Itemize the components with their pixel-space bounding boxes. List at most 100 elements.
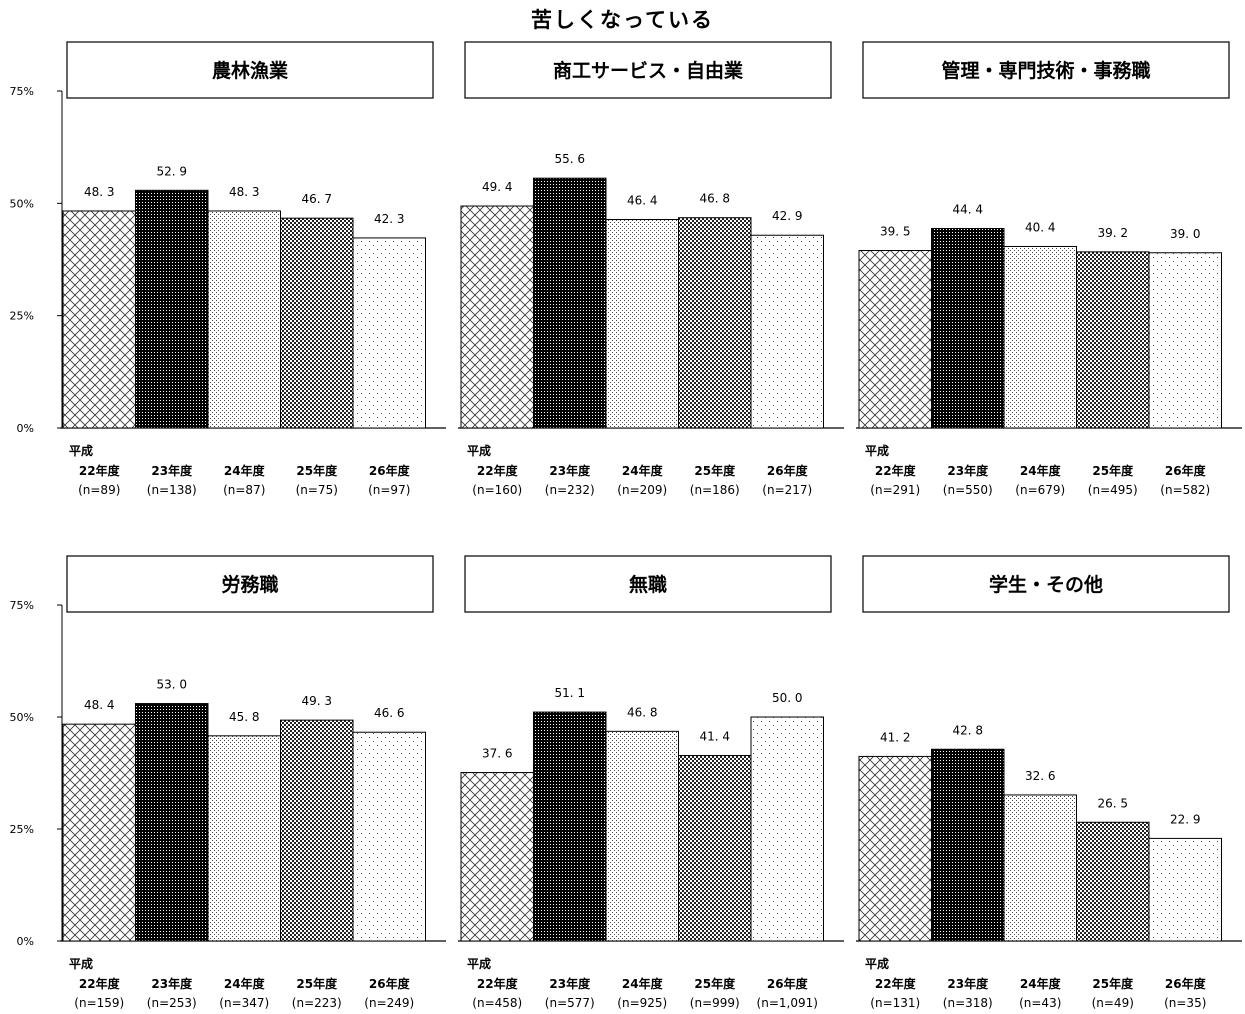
chart-panel-4: 無職 37. 6 22年度 (n=458) 51. 1 23年度 (n=577) 46. 8 2… bbox=[458, 555, 844, 1010]
panel-title-box bbox=[862, 41, 1230, 99]
x-n-label: (n=35) bbox=[1164, 996, 1206, 1010]
x-tick-label: 24年度 bbox=[1020, 976, 1062, 991]
y-tick-label: 25% bbox=[10, 823, 34, 836]
x-n-label: (n=209) bbox=[617, 483, 667, 497]
bar-value-label: 52. 9 bbox=[156, 164, 187, 178]
bar-value-label: 51. 1 bbox=[554, 686, 585, 700]
bar bbox=[750, 234, 824, 429]
y-tick-label: 0% bbox=[17, 935, 34, 948]
x-tick-label: 24年度 bbox=[224, 976, 266, 991]
bar-value-label: 42. 8 bbox=[952, 723, 983, 737]
x-tick-label: 23年度 bbox=[549, 463, 591, 478]
panel-title-box bbox=[66, 555, 434, 613]
chart-panel-5: 学生・その他 41. 2 22年度 (n=131) 42. 8 23年度 (n=318) 32… bbox=[856, 555, 1242, 1010]
x-tick-label: 26年度 bbox=[1165, 976, 1207, 991]
x-n-label: (n=582) bbox=[1160, 483, 1210, 497]
bar bbox=[931, 748, 1005, 942]
x-tick-label: 22年度 bbox=[875, 976, 917, 991]
panel-title: 農林漁業 bbox=[212, 59, 289, 82]
x-n-label: (n=1,091) bbox=[757, 996, 818, 1010]
bar-value-label: 48. 4 bbox=[84, 698, 115, 712]
bar-value-label: 41. 4 bbox=[699, 730, 730, 744]
x-tick-label: 24年度 bbox=[622, 976, 664, 991]
x-tick-label: 24年度 bbox=[622, 463, 664, 478]
bar-value-label: 37. 6 bbox=[482, 747, 513, 761]
bar bbox=[678, 217, 752, 429]
x-n-label: (n=223) bbox=[292, 996, 342, 1010]
bar-value-label: 41. 2 bbox=[880, 730, 911, 744]
bar bbox=[352, 237, 426, 429]
x-prefix-label: 平成 bbox=[467, 956, 491, 971]
x-tick-label: 26年度 bbox=[369, 976, 411, 991]
x-n-label: (n=97) bbox=[368, 483, 410, 497]
x-tick-label: 25年度 bbox=[694, 976, 736, 991]
panel-title: 管理・専門技術・事務職 bbox=[941, 59, 1150, 82]
bar bbox=[1148, 837, 1222, 942]
x-n-label: (n=131) bbox=[870, 996, 920, 1010]
bar bbox=[1003, 794, 1077, 942]
bar bbox=[352, 731, 426, 942]
x-prefix-label: 平成 bbox=[69, 956, 93, 971]
x-n-label: (n=186) bbox=[690, 483, 740, 497]
chart-main-title: 苦しくなっている bbox=[531, 8, 714, 32]
x-n-label: (n=291) bbox=[870, 483, 920, 497]
bar bbox=[280, 217, 354, 429]
bar bbox=[533, 711, 607, 942]
x-n-label: (n=89) bbox=[78, 483, 120, 497]
bar bbox=[1076, 251, 1150, 429]
y-tick-label: 50% bbox=[10, 711, 34, 724]
x-tick-label: 26年度 bbox=[767, 976, 809, 991]
x-tick-label: 25年度 bbox=[296, 463, 338, 478]
x-tick-label: 23年度 bbox=[947, 463, 989, 478]
bar-value-label: 40. 4 bbox=[1025, 220, 1056, 234]
bar bbox=[1148, 252, 1222, 429]
x-n-label: (n=550) bbox=[943, 483, 993, 497]
panel-title: 無職 bbox=[629, 573, 667, 596]
x-n-label: (n=75) bbox=[296, 483, 338, 497]
bar bbox=[62, 723, 136, 942]
chart-panel-2: 管理・専門技術・事務職 39. 5 22年度 (n=291) 44. 4 23年度 (n=5… bbox=[856, 41, 1242, 497]
bar bbox=[931, 227, 1005, 429]
panel-title: 商工サービス・自由業 bbox=[553, 59, 744, 82]
bar bbox=[460, 772, 534, 942]
bar-value-label: 55. 6 bbox=[554, 152, 585, 166]
chart-panel-0: 農林漁業 0% 25% 50% 75% 48. 3 22年度 (n=89) 52. 9 23年度 (… bbox=[10, 41, 446, 497]
bar-value-label: 46. 8 bbox=[627, 705, 658, 719]
bar-value-label: 48. 3 bbox=[84, 185, 115, 199]
bar-value-label: 48. 3 bbox=[229, 185, 260, 199]
x-n-label: (n=217) bbox=[762, 483, 812, 497]
x-tick-label: 23年度 bbox=[947, 976, 989, 991]
x-n-label: (n=925) bbox=[617, 996, 667, 1010]
chart-panel-1: 商工サービス・自由業 49. 4 22年度 (n=160) 55. 6 23年度 (n=23… bbox=[458, 41, 844, 497]
bar bbox=[605, 730, 679, 942]
bar bbox=[460, 205, 534, 429]
x-n-label: (n=43) bbox=[1019, 996, 1061, 1010]
x-prefix-label: 平成 bbox=[467, 443, 491, 458]
x-tick-label: 23年度 bbox=[151, 463, 193, 478]
x-tick-label: 26年度 bbox=[369, 463, 411, 478]
x-tick-label: 22年度 bbox=[79, 463, 121, 478]
bar-value-label: 45. 8 bbox=[229, 710, 260, 724]
x-tick-label: 23年度 bbox=[549, 976, 591, 991]
x-tick-label: 25年度 bbox=[1092, 976, 1134, 991]
x-tick-label: 26年度 bbox=[767, 463, 809, 478]
chart-panel-3: 労務職 0% 25% 50% 75% 48. 4 22年度 (n=159) 53. 0 23年度 (… bbox=[10, 555, 446, 1010]
x-n-label: (n=577) bbox=[545, 996, 595, 1010]
x-tick-label: 26年度 bbox=[1165, 463, 1207, 478]
bar-value-label: 53. 0 bbox=[156, 678, 187, 692]
bar bbox=[605, 219, 679, 429]
x-n-label: (n=318) bbox=[943, 996, 993, 1010]
x-n-label: (n=253) bbox=[147, 996, 197, 1010]
panel-title-box bbox=[464, 555, 832, 613]
x-tick-label: 24年度 bbox=[224, 463, 266, 478]
x-n-label: (n=347) bbox=[219, 996, 269, 1010]
bar-value-label: 46. 8 bbox=[699, 192, 730, 206]
x-tick-label: 23年度 bbox=[151, 976, 193, 991]
bar bbox=[207, 210, 281, 429]
bar-value-label: 42. 3 bbox=[374, 212, 405, 226]
bar-value-label: 49. 4 bbox=[482, 180, 513, 194]
bar bbox=[280, 719, 354, 942]
bar-value-label: 39. 0 bbox=[1170, 227, 1201, 241]
y-tick-label: 0% bbox=[17, 422, 34, 435]
x-n-label: (n=49) bbox=[1092, 996, 1134, 1010]
